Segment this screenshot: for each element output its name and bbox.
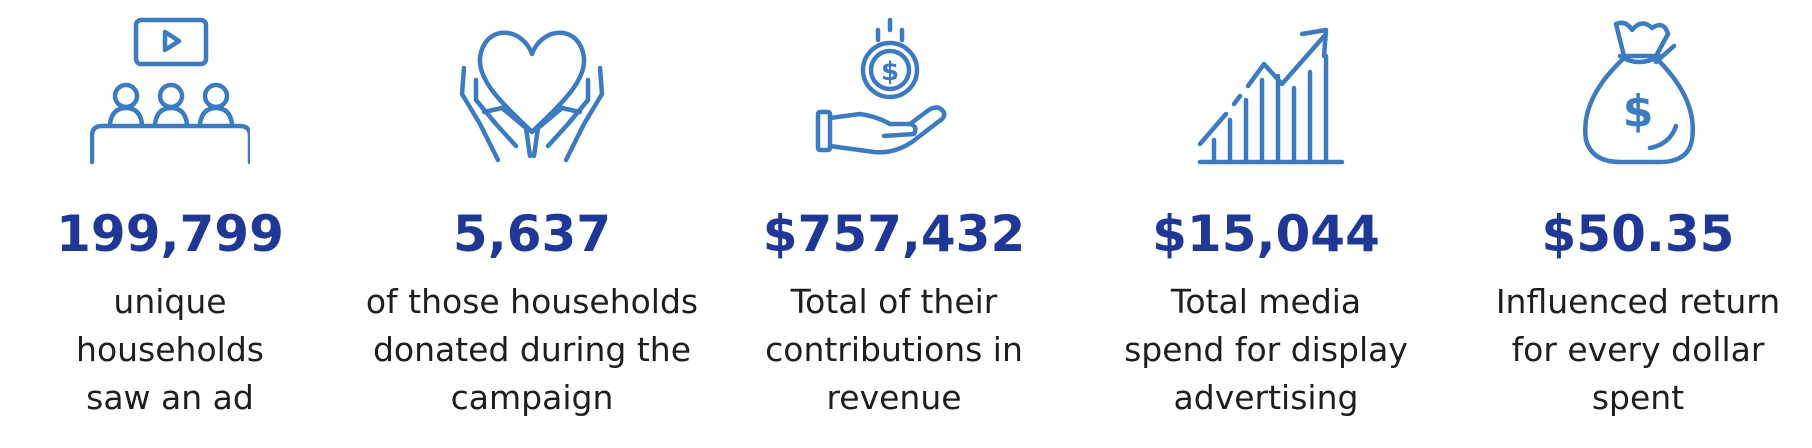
stat-media-spend: $15,044 Total media spend for display ad… [1096, 0, 1436, 448]
audience-watching-screen-icon [90, 16, 250, 176]
stat-description-line: Total of their [790, 282, 998, 321]
stat-value: 199,799 [56, 205, 284, 263]
stat-households-donated: 5,637 of those households donated during… [362, 0, 702, 448]
dollar-glyph: $ [881, 57, 899, 87]
stat-description: of those households donated during the c… [362, 278, 702, 422]
stat-description-line: households [76, 330, 264, 369]
stat-description-line: contributions in [765, 330, 1023, 369]
stat-description-line: spent [1591, 378, 1685, 417]
stat-description-line: campaign [450, 378, 614, 417]
stat-description-line: Influenced return [1495, 282, 1781, 321]
stat-description-line: spend for display [1124, 330, 1408, 369]
stat-households-reached: 199,799 unique households saw an ad [0, 0, 340, 448]
stat-description: unique households saw an ad [0, 278, 340, 422]
stat-value: $50.35 [1541, 205, 1735, 263]
stat-return-per-dollar: $ $50.35 Influenced return for every dol… [1468, 0, 1808, 448]
stat-description-line: donated during the [372, 330, 692, 369]
stat-description-line: for every dollar [1511, 330, 1765, 369]
dollar-glyph: $ [1623, 86, 1654, 137]
money-bag-icon: $ [1558, 16, 1718, 176]
stat-description-line: unique [113, 282, 227, 321]
stat-revenue: $ $757,432 Total of their contributions … [724, 0, 1064, 448]
stat-value: 5,637 [452, 205, 612, 263]
growth-bar-chart-icon [1186, 16, 1346, 176]
stat-description-line: Total media [1170, 282, 1362, 321]
stat-description: Total media spend for display advertisin… [1096, 278, 1436, 422]
stat-value: $15,044 [1152, 205, 1380, 263]
stat-value: $757,432 [762, 205, 1026, 263]
stat-description: Influenced return for every dollar spent [1468, 278, 1808, 422]
stat-description-line: saw an ad [86, 378, 254, 417]
stat-description-line: revenue [826, 378, 962, 417]
stat-description-line: of those households [365, 282, 699, 321]
hand-receiving-coin-icon: $ [814, 16, 974, 176]
stat-description-line: advertising [1173, 378, 1359, 417]
stat-description: Total of their contributions in revenue [724, 278, 1064, 422]
hands-holding-heart-icon [452, 16, 612, 176]
